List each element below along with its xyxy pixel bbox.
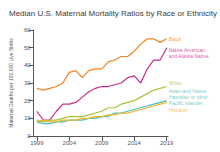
svg-text:50: 50	[24, 45, 31, 51]
svg-text:Black: Black	[169, 36, 182, 42]
svg-text:60: 60	[24, 27, 31, 33]
svg-text:40: 40	[24, 62, 31, 68]
svg-text:Pacific Islander: Pacific Islander	[169, 100, 203, 106]
svg-text:Maternal Deaths per 100,000 Li: Maternal Deaths per 100,000 Live Births	[8, 38, 14, 128]
svg-text:30: 30	[24, 80, 31, 86]
svg-text:Hawaiian or other: Hawaiian or other	[168, 94, 208, 101]
svg-text:Hispanic: Hispanic	[169, 107, 189, 113]
svg-text:2009: 2009	[95, 140, 109, 146]
svg-text:2004: 2004	[63, 140, 77, 146]
svg-text:20: 20	[24, 98, 31, 104]
svg-text:Asian and Native: Asian and Native	[168, 88, 207, 95]
svg-text:2014: 2014	[128, 140, 142, 146]
svg-text:Median U.S. Maternal Mortality: Median U.S. Maternal Mortality Ratios by…	[9, 9, 217, 18]
svg-text:Native American: Native American	[168, 47, 206, 53]
svg-text:10: 10	[24, 115, 31, 121]
svg-text:2019: 2019	[160, 140, 174, 146]
svg-text:White: White	[169, 80, 182, 86]
svg-text:1999: 1999	[30, 140, 44, 146]
svg-text:0: 0	[27, 133, 31, 139]
svg-text:and Alaska Native: and Alaska Native	[169, 53, 209, 59]
